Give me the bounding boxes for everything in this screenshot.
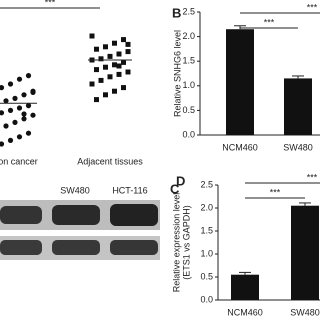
data-point xyxy=(103,92,108,98)
significance-label: *** xyxy=(45,0,56,7)
data-point xyxy=(21,92,27,98)
data-point xyxy=(89,81,95,87)
x-tick-label: on cancer xyxy=(0,156,38,166)
data-point xyxy=(121,37,126,43)
data-point xyxy=(125,49,131,55)
data-point xyxy=(112,88,117,94)
bar xyxy=(226,29,254,135)
data-point xyxy=(107,74,113,80)
data-point xyxy=(112,40,117,46)
data-point xyxy=(121,85,126,91)
data-point xyxy=(0,110,5,116)
data-point xyxy=(25,73,32,79)
data-point xyxy=(116,63,122,69)
data-point xyxy=(3,123,9,129)
y-tick-label: 0.0 xyxy=(200,294,213,304)
data-point xyxy=(103,44,108,50)
data-point xyxy=(112,62,117,68)
data-point xyxy=(7,107,14,113)
data-point xyxy=(16,76,23,82)
data-point xyxy=(98,56,104,62)
data-point xyxy=(125,69,131,75)
y-tick-label: 1.5 xyxy=(182,56,195,66)
y-tick-label: 2.5 xyxy=(182,6,195,16)
x-tick-label: NCM460 xyxy=(227,307,263,317)
data-point xyxy=(7,81,14,87)
data-point xyxy=(116,51,122,57)
data-point xyxy=(94,46,99,52)
x-tick-label: SW480 xyxy=(290,307,320,317)
panel-letter: D xyxy=(176,173,185,188)
y-tick-label: 1.5 xyxy=(200,225,213,235)
data-point xyxy=(21,111,27,117)
x-tick-label: SW480 xyxy=(283,142,313,152)
y-tick-label: 2.5 xyxy=(200,179,213,189)
panel-letter: B xyxy=(172,5,181,20)
data-point xyxy=(12,119,18,125)
significance-label: *** xyxy=(270,187,281,197)
y-tick-label: 0.5 xyxy=(200,271,213,281)
y-tick-label: 2.0 xyxy=(200,202,213,212)
data-point xyxy=(3,98,9,104)
lane-label: SW480 xyxy=(60,185,90,195)
data-point xyxy=(94,67,99,73)
data-point xyxy=(7,137,14,143)
data-point xyxy=(94,97,99,103)
data-point xyxy=(103,64,108,70)
significance-label: *** xyxy=(264,17,275,27)
data-point xyxy=(12,95,18,101)
y-tick-label: 0.0 xyxy=(182,129,195,139)
x-tick-label: NCM460 xyxy=(222,142,258,152)
data-point xyxy=(107,53,113,59)
data-point xyxy=(0,85,5,91)
data-point xyxy=(125,41,131,47)
y-tick-label: 2.0 xyxy=(182,31,195,41)
data-point xyxy=(21,116,27,122)
data-point xyxy=(0,141,5,147)
data-point xyxy=(30,112,36,118)
x-tick-label: Adjacent tissues xyxy=(77,156,143,166)
significance-label: *** xyxy=(307,172,318,182)
y-axis-label: (ETS1 vs GAPDH) xyxy=(181,205,191,280)
data-point xyxy=(30,89,36,95)
data-point xyxy=(98,77,104,83)
bar xyxy=(231,274,259,300)
lane-label: HCT-116 xyxy=(112,185,147,195)
significance-label: *** xyxy=(307,2,318,12)
data-point xyxy=(89,33,95,39)
bar xyxy=(291,205,319,300)
data-point xyxy=(16,105,23,111)
y-tick-label: 1.0 xyxy=(200,248,213,258)
data-point xyxy=(121,59,126,65)
y-axis-label: Relative SNHG6 level xyxy=(172,30,182,117)
panel-letter: C xyxy=(170,181,180,196)
bar xyxy=(284,78,312,135)
blot-image xyxy=(0,200,160,260)
y-tick-label: 1.0 xyxy=(182,80,195,90)
data-point xyxy=(116,71,122,77)
data-point xyxy=(25,130,32,136)
y-tick-label: 0.5 xyxy=(182,105,195,115)
y-axis-label: Relative expression level xyxy=(171,193,181,293)
data-point xyxy=(16,134,23,140)
data-point xyxy=(25,103,32,109)
